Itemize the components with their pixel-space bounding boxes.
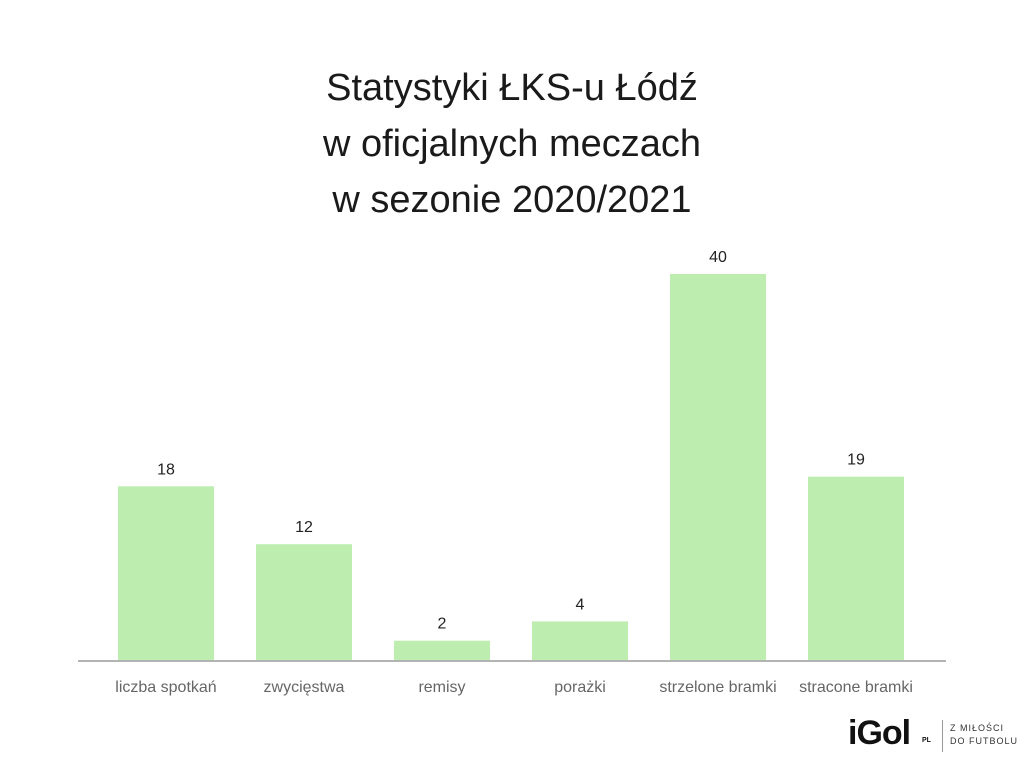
- bar-5: [808, 476, 904, 660]
- data-label-3: 4: [576, 596, 585, 613]
- category-label-4: strzelone bramki: [659, 679, 776, 696]
- brand-logo: iGol PL Z MIŁOŚCI DO FUTBOLU: [848, 712, 1018, 760]
- igol-logo: iGol: [848, 714, 911, 752]
- data-label-5: 19: [847, 452, 865, 469]
- brand-tagline: Z MIŁOŚCI DO FUTBOLU: [950, 722, 1018, 748]
- chart-title-line-2: w oficjalnych meczach: [322, 123, 702, 165]
- data-label-2: 2: [438, 616, 447, 633]
- chart-title: Statystyki ŁKS-u Łódź w oficjalnych mecz…: [0, 60, 1024, 228]
- category-label-5: stracone bramki: [799, 679, 913, 696]
- category-label-2: remisy: [418, 679, 465, 696]
- category-label-1: zwycięstwa: [264, 679, 345, 696]
- bar-4: [670, 274, 766, 660]
- bar-3: [532, 621, 628, 660]
- chart-title-line-3: w sezonie 2020/2021: [332, 179, 692, 221]
- category-label-3: porażki: [554, 679, 606, 696]
- chart-title-line-1: Statystyki ŁKS-u Łódź: [326, 67, 698, 109]
- bar-1: [256, 544, 352, 660]
- data-label-0: 18: [157, 461, 175, 478]
- tagline-line-2: DO FUTBOLU: [950, 736, 1019, 746]
- data-label-1: 12: [295, 519, 313, 536]
- logo-suffix: PL: [922, 737, 931, 744]
- tagline-line-1: Z MIŁOŚCI: [950, 723, 1005, 733]
- category-label-0: liczba spotkań: [115, 679, 216, 696]
- bar-2: [394, 640, 490, 660]
- data-label-4: 40: [709, 249, 727, 266]
- brand-separator: [942, 720, 943, 752]
- bar-0: [118, 486, 214, 660]
